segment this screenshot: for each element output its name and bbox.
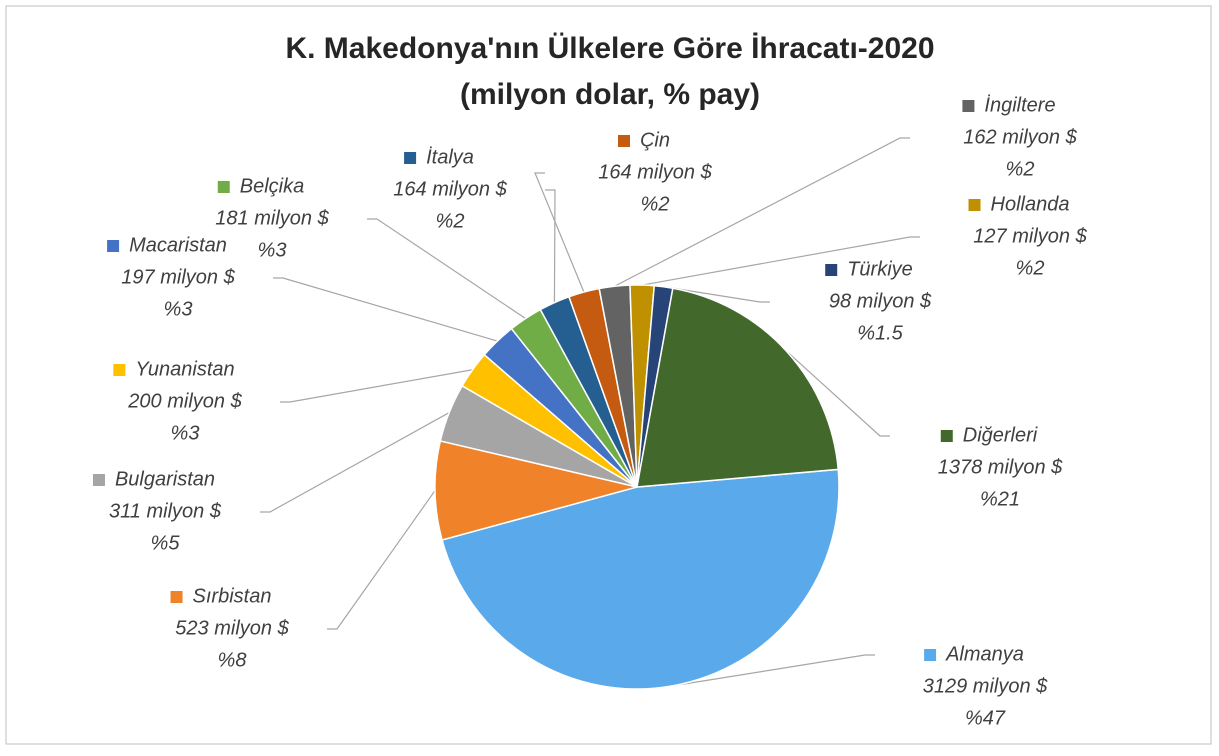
- data-label-value: 197 milyon $: [121, 266, 235, 288]
- leader-line: [280, 369, 473, 403]
- data-label-name: Hollanda: [991, 193, 1070, 215]
- data-label-name: İtalya: [426, 146, 474, 168]
- leader-line: [663, 286, 770, 303]
- legend-key: [940, 430, 953, 442]
- legend-key: [217, 181, 230, 193]
- leader-line: [614, 137, 910, 287]
- data-label-share: %3: [258, 239, 287, 261]
- data-label-value: 164 milyon $: [393, 178, 507, 200]
- data-label-share: %3: [171, 422, 200, 444]
- pie-slice: [636, 287, 840, 488]
- data-label-share: %2: [641, 193, 670, 215]
- data-label-value: 200 milyon $: [127, 390, 242, 412]
- pie-slice: [434, 440, 638, 541]
- data-label-value: 98 milyon $: [829, 290, 932, 312]
- data-label-name: Türkiye: [847, 258, 913, 280]
- data-label-share: %3: [164, 298, 193, 320]
- data-label-value: 523 milyon $: [175, 617, 289, 639]
- data-label-name: Macaristan: [129, 234, 227, 256]
- leader-line: [642, 236, 920, 286]
- data-label-name: Belçika: [240, 175, 304, 197]
- leader-line: [273, 277, 498, 342]
- legend-key: [113, 364, 126, 376]
- data-label-share: %2: [1016, 257, 1045, 279]
- legend-key: [825, 264, 838, 276]
- leader-line: [545, 189, 556, 303]
- data-label-name: Almanya: [945, 643, 1024, 665]
- data-label-name: Bulgaristan: [115, 468, 215, 490]
- data-label-name: Çin: [640, 129, 670, 151]
- data-label-value: 164 milyon $: [598, 161, 712, 183]
- legend-key: [924, 649, 937, 661]
- data-label-value: 3129 milyon $: [923, 675, 1048, 697]
- data-label-share: %1.5: [857, 322, 903, 344]
- leader-line: [260, 412, 450, 513]
- leader-line: [672, 654, 875, 687]
- data-label-value: 181 milyon $: [215, 207, 329, 229]
- data-label-value: 162 milyon $: [963, 126, 1077, 148]
- leader-line: [534, 172, 585, 293]
- data-label-value: 127 milyon $: [973, 225, 1087, 247]
- data-label-name: Yunanistan: [135, 358, 234, 380]
- data-label-name: Sırbistan: [193, 585, 272, 607]
- data-label-share: %21: [980, 488, 1020, 510]
- data-label-share: %8: [218, 649, 247, 671]
- data-label-value: 1378 milyon $: [938, 456, 1063, 478]
- data-label-name: Diğerleri: [963, 424, 1038, 446]
- legend-key: [170, 591, 183, 603]
- legend-key: [968, 199, 981, 211]
- leader-line: [785, 350, 890, 437]
- data-label-share: %5: [151, 532, 181, 554]
- chart-title: K. Makedonya'nın Ülkelere Göre İhracatı-…: [285, 32, 934, 65]
- leader-line: [327, 490, 436, 630]
- pie-slice: [441, 468, 840, 690]
- chart-subtitle: (milyon dolar, % pay): [460, 78, 760, 111]
- data-label-share: %2: [1006, 158, 1035, 180]
- data-label-share: %2: [436, 210, 465, 232]
- data-label-share: %47: [965, 707, 1006, 729]
- legend-key: [962, 100, 975, 112]
- legend-key: [107, 240, 120, 252]
- legend-key: [404, 152, 417, 164]
- legend-key: [617, 135, 630, 147]
- data-label-value: 311 milyon $: [109, 500, 222, 522]
- legend-key: [92, 474, 105, 486]
- data-label-name: İngiltere: [984, 94, 1055, 116]
- leader-line: [367, 218, 526, 320]
